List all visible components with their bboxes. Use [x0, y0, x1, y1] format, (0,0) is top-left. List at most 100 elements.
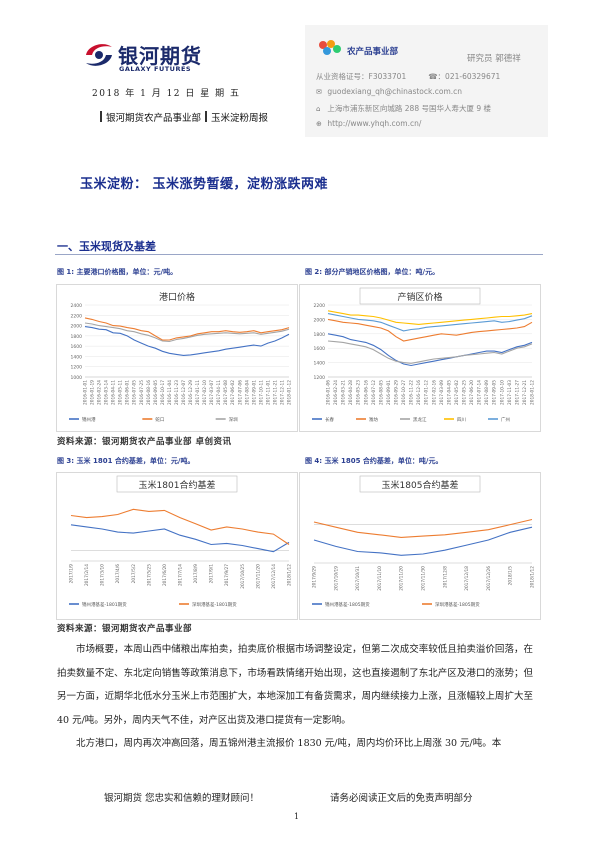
- bar-divider: [205, 111, 208, 122]
- x-tick-label: 2017/6/20: [162, 564, 168, 586]
- logo-text-en: GALAXY FUTURES: [119, 65, 192, 73]
- x-tick-label: 2017/11/20: [399, 566, 405, 591]
- x-tick-label: 2018-01-12: [530, 380, 536, 405]
- series-line: [313, 526, 533, 556]
- email: guodexiang_qh@chinastock.com.cn: [327, 87, 463, 96]
- series-line: [70, 508, 290, 545]
- series-line: [70, 524, 290, 553]
- page-number: 1: [294, 812, 300, 821]
- x-tick-label: 2017/2/14: [84, 564, 90, 586]
- figure-caption-4: 图 4: 玉米 1805 合约基差，单位：吨/元。: [305, 457, 443, 465]
- x-tick-label: 2016-07-05: [132, 380, 138, 405]
- x-tick-label: 2017-03-07: [209, 380, 215, 405]
- x-tick-label: 2017/11/10: [377, 566, 383, 591]
- x-tick-label: 2017/10/31: [355, 566, 361, 591]
- galaxy-logo-icon: [86, 44, 112, 66]
- x-tick-label: 2017/9/29: [312, 566, 318, 588]
- x-tick-label: 2016-01-01: [83, 380, 89, 405]
- x-tick-label: 2017/12/14: [271, 564, 277, 589]
- x-tick-label: 2017/11/30: [421, 566, 427, 591]
- x-tick-label: 2017-12-11: [279, 380, 285, 405]
- x-tick-label: 2017-02-16: [431, 380, 437, 405]
- figure-caption-3: 图 3: 玉米 1801 合约基差，单位：元/吨。: [57, 457, 195, 465]
- address: 上海市浦东新区向城路 288 号国华人寿大厦 9 楼: [327, 104, 492, 113]
- location-icon: ⌂: [316, 105, 321, 113]
- chart-title-box: [116, 475, 238, 493]
- x-tick-label: 2017-07-06: [237, 380, 243, 405]
- x-tick-label: 2017-07-14: [477, 380, 483, 405]
- report-title: 玉米淀粉： 玉米涨势暂缓，淀粉涨跌两难: [80, 177, 329, 192]
- x-tick-label: 2016-10-17: [160, 380, 166, 405]
- x-tick-label: 2016-12-07: [181, 380, 187, 405]
- x-tick-label: 2017-10-11: [258, 380, 264, 405]
- chart-title: 产销区价格: [397, 291, 442, 303]
- chart-title-box: [359, 287, 481, 305]
- figure-caption-2: 图 2: 部分产销地区价格图，单位：吨/元。: [305, 268, 440, 276]
- x-tick-label: 2017/4/6: [115, 564, 121, 584]
- x-tick-label: 2016-02-24: [97, 380, 103, 405]
- y-tick-label: 2200: [71, 313, 83, 319]
- web-line: ⊕ http://www.yhqh.com.cn/: [316, 119, 421, 128]
- y-tick-label: 1000: [71, 375, 83, 381]
- y-tick-label: 1600: [71, 344, 83, 350]
- y-tick-label: 1400: [314, 361, 326, 367]
- report-date: 2018 年 1 月 12 日 星 期 五: [92, 89, 241, 99]
- chart-title: 玉米1801合约基差: [139, 479, 216, 491]
- x-tick-label: 2017-06-20: [469, 380, 475, 405]
- chart-title-box: [359, 475, 481, 493]
- x-tick-label: 2017-01-12: [424, 380, 430, 405]
- dept-bar: 银河期货农产品事业部 玉米淀粉周报: [96, 110, 268, 124]
- x-tick-label: 2016-11-23: [174, 380, 180, 405]
- bar-divider: [100, 111, 102, 122]
- x-tick-label: 2017-11-01: [265, 380, 271, 405]
- logo-text-cn: 银河期货: [118, 44, 202, 68]
- y-tick-label: 1200: [71, 365, 83, 371]
- y-tick-label: 1800: [71, 334, 83, 340]
- legend-label: 潍坊: [369, 416, 378, 423]
- x-tick-label: 2017-05-08: [223, 380, 229, 405]
- x-tick-label: 2017/1/9: [69, 564, 75, 584]
- x-tick-label: 2017/9/1: [209, 564, 215, 584]
- y-tick-label: 2000: [314, 317, 326, 323]
- website-link[interactable]: http://www.yhqh.com.cn/: [327, 119, 422, 128]
- report-name: 玉米淀粉周报: [211, 113, 269, 124]
- x-tick-label: 2016-12-16: [416, 380, 422, 405]
- contact-box: 农产品事业部 研究员 郭德祥 从业资格证号：F3033701 ☎：021-6032…: [305, 25, 548, 137]
- x-tick-label: 2018/1/12: [530, 566, 536, 588]
- x-tick-label: 2016-12-29: [188, 380, 194, 405]
- y-tick-label: 1800: [314, 332, 326, 338]
- x-tick-label: 2016-07-25: [139, 380, 145, 405]
- chart-title: 港口价格: [159, 291, 195, 303]
- x-tick-label: 2017-05-25: [462, 380, 468, 405]
- y-tick-label: 1600: [314, 346, 326, 352]
- x-tick-label: 2017-08-04: [244, 380, 250, 405]
- section-heading: 一、玉米现货及基差: [57, 240, 156, 253]
- x-tick-label: 2017/10/19: [333, 566, 339, 591]
- legend-label: 四川: [457, 417, 466, 423]
- footer-slogan: 银河期货 您忠实和信赖的理财顾问！: [104, 793, 260, 804]
- series-line: [313, 518, 533, 538]
- x-tick-label: 2017/8/9: [193, 564, 199, 584]
- x-tick-label: 2016-08-16: [146, 380, 152, 405]
- series-line: [327, 333, 533, 367]
- x-tick-label: 2017/12/8: [442, 566, 448, 588]
- x-tick-label: 2017-12-21: [522, 380, 528, 405]
- x-tick-label: 2016-06-16: [363, 380, 369, 405]
- x-tick-label: 2017-11-03: [507, 380, 513, 405]
- x-tick-label: 2016-09-29: [394, 380, 400, 405]
- x-tick-label: 2016-08-05: [378, 380, 384, 405]
- y-tick-label: 2200: [314, 303, 326, 309]
- x-tick-label: 2016-06-01: [125, 380, 131, 405]
- x-tick-label: 2017-06-02: [230, 380, 236, 405]
- legend-label: 深圳港基差-1805期货: [435, 601, 480, 608]
- x-tick-label: 2016-09-01: [386, 380, 392, 405]
- x-tick-label: 2018-01-12: [287, 380, 293, 405]
- mail-icon: ✉: [316, 88, 322, 96]
- agri-dept-icon: [319, 40, 341, 55]
- legend-label: 黑龙江: [413, 416, 427, 423]
- x-tick-label: 2016-01-06: [326, 380, 332, 405]
- x-tick-label: 2017/11/20: [255, 564, 261, 589]
- x-tick-label: 2017/5/25: [146, 564, 152, 586]
- series-line: [327, 318, 533, 342]
